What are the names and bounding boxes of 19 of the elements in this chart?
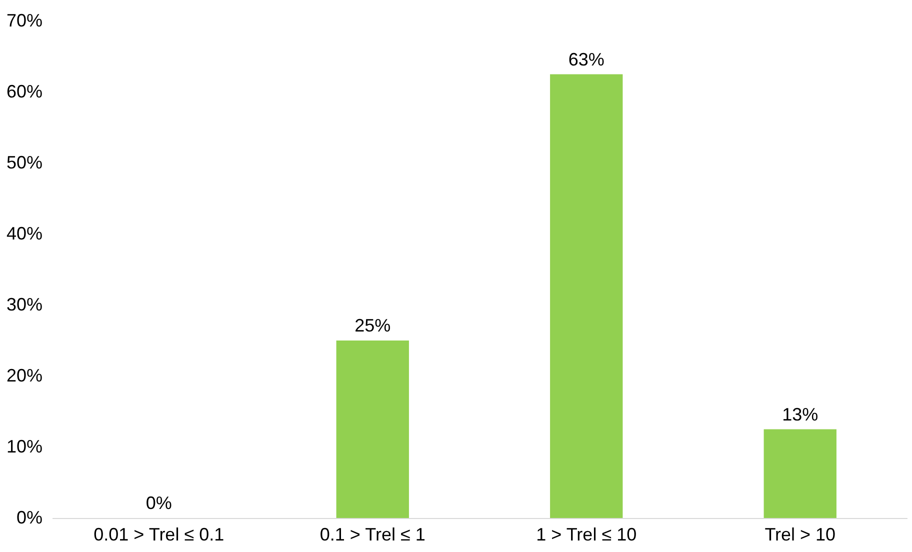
y-tick-label: 10% xyxy=(6,436,42,456)
x-tick-label: 0.01 > Trel ≤ 0.1 xyxy=(94,524,224,544)
y-tick-label: 70% xyxy=(6,10,42,30)
x-tick-label: Trel > 10 xyxy=(764,524,836,544)
y-tick-label: 30% xyxy=(6,294,42,314)
y-tick-label: 60% xyxy=(6,82,42,102)
data-label: 63% xyxy=(568,49,604,70)
x-tick-label: 0.1 > Trel ≤ 1 xyxy=(320,524,426,544)
y-tick-label: 0% xyxy=(16,508,42,528)
bar xyxy=(550,74,623,518)
data-label: 0% xyxy=(146,493,172,513)
data-label: 13% xyxy=(782,404,818,424)
y-tick-label: 20% xyxy=(6,366,42,386)
x-tick-label: 1 > Trel ≤ 10 xyxy=(536,524,637,544)
y-tick-label: 50% xyxy=(6,152,42,172)
bar xyxy=(336,340,409,518)
data-label: 25% xyxy=(354,316,391,336)
y-tick-label: 40% xyxy=(6,224,42,244)
bar xyxy=(764,429,836,518)
